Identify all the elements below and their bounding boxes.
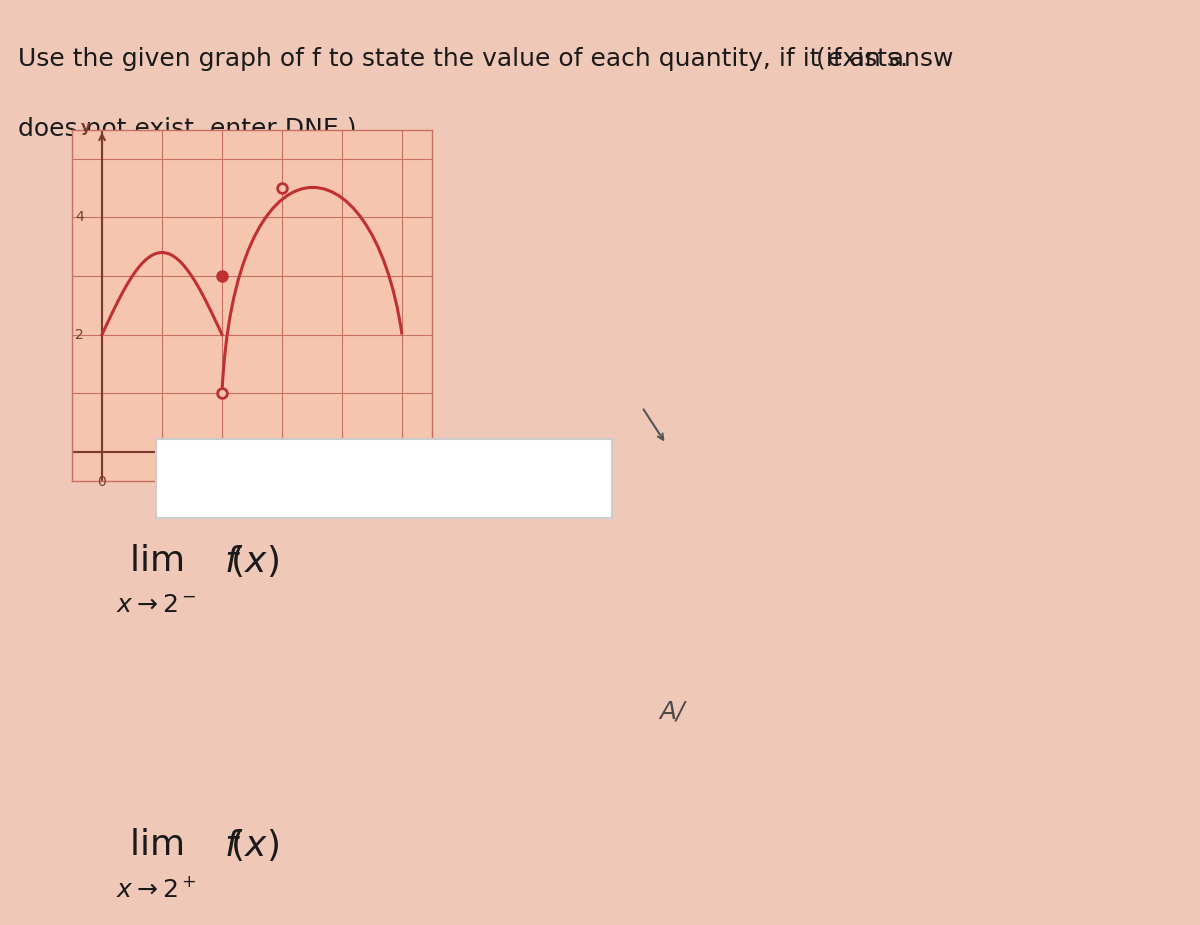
Text: Use the given graph of f to state the value of each quantity, if it exists.: Use the given graph of f to state the va… [18,46,908,70]
Text: (if an answ: (if an answ [816,46,954,70]
Text: $\lim$: $\lim$ [128,828,184,862]
Text: $f\!\left(x\right)$: $f\!\left(x\right)$ [224,827,280,863]
Text: does not exist, enter DNE.): does not exist, enter DNE.) [18,117,356,141]
Text: 4: 4 [76,210,84,225]
Text: $f\!\left(x\right)$: $f\!\left(x\right)$ [224,543,280,579]
Text: 4: 4 [337,475,347,489]
Text: $x \to 2^-$: $x \to 2^-$ [115,593,197,617]
Text: 2: 2 [217,475,227,489]
Text: y: y [82,120,91,135]
Text: 0: 0 [97,475,107,489]
Text: $\lim$: $\lim$ [128,544,184,578]
Text: A/: A/ [659,700,685,724]
Text: x: x [430,461,439,475]
Text: 2: 2 [76,327,84,341]
Text: $x \to 2^+$: $x \to 2^+$ [115,877,197,902]
